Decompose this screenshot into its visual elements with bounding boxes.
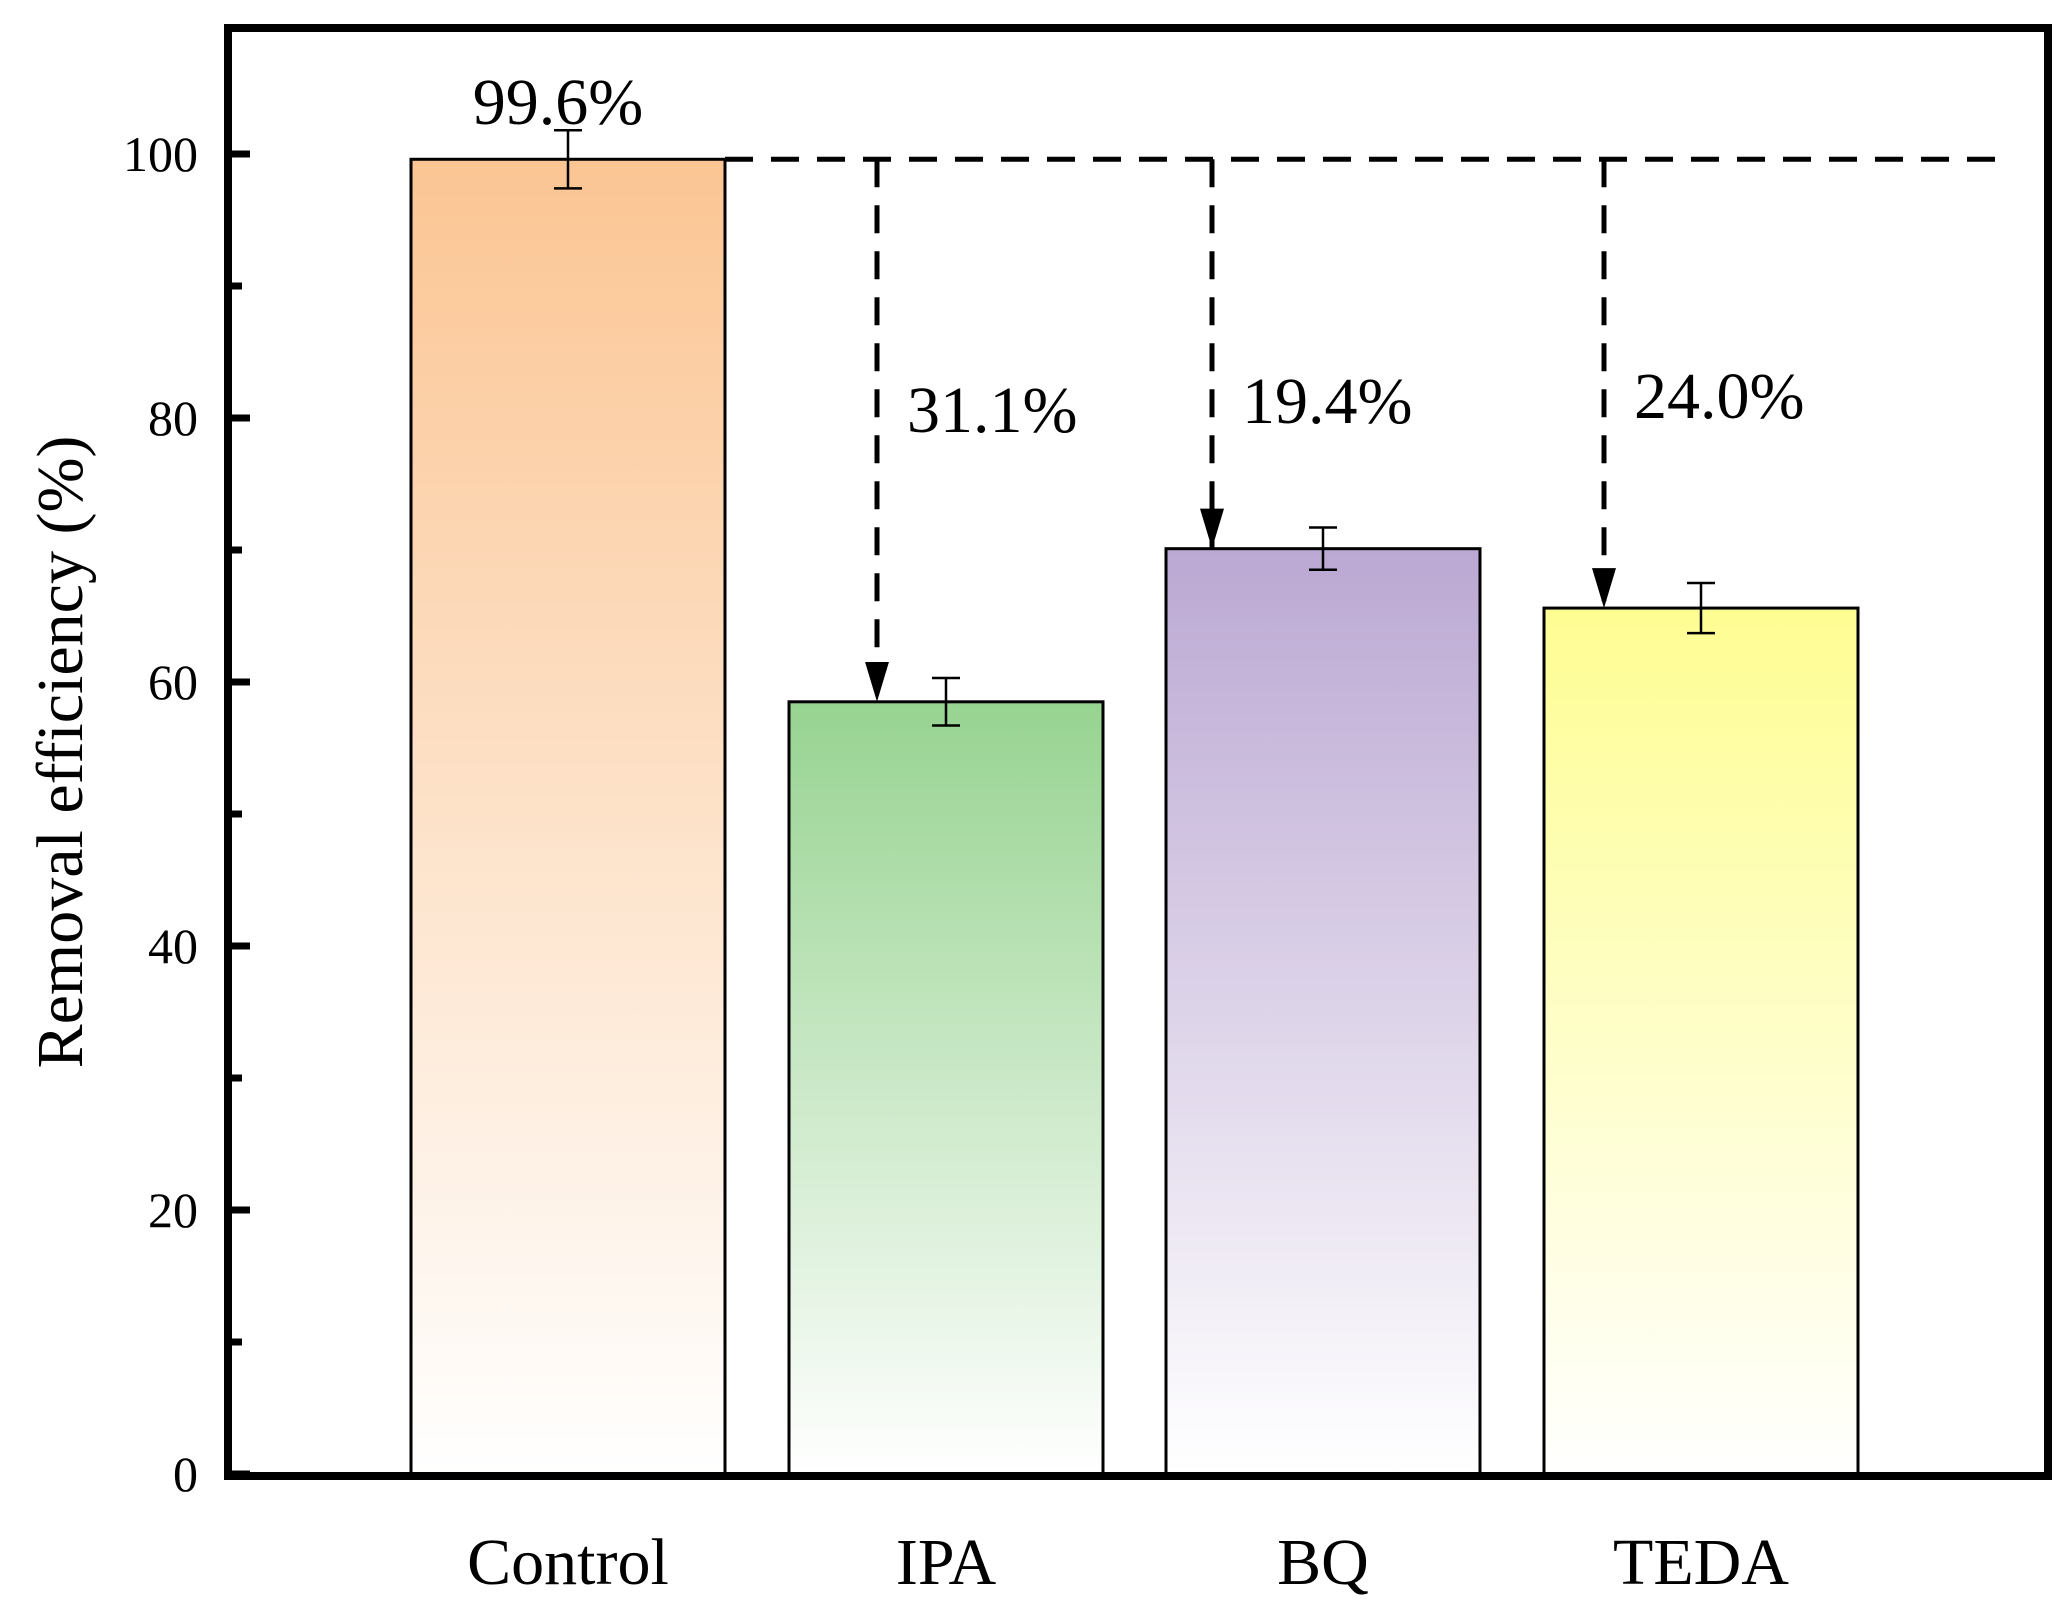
x-tick-label-bq: BQ: [1277, 1526, 1369, 1599]
y-tick-label-100: 100: [123, 126, 198, 182]
error-bars-layer: [554, 128, 1715, 727]
bar-teda: [1542, 606, 1860, 1476]
y-axis-title: Removal efficiency (%): [24, 436, 97, 1069]
bars-layer: [409, 157, 1860, 1476]
y-tick-label-0: 0: [173, 1446, 198, 1502]
y-axis-ticks: 0 20 40 60 80 100: [123, 126, 250, 1502]
bar-control: [409, 157, 727, 1476]
bar-bq: [1164, 547, 1482, 1476]
labels-layer: Control IPA BQ TEDA 31.1% 19.4% 24.0% 99.6%: [467, 66, 1804, 1599]
x-tick-label-ipa: IPA: [896, 1526, 997, 1599]
annotation-teda: 24.0%: [1634, 360, 1804, 433]
annotation-ipa: 31.1%: [907, 374, 1077, 447]
y-tick-label-40: 40: [148, 918, 198, 974]
y-tick-label-20: 20: [148, 1182, 198, 1238]
x-tick-label-control: Control: [467, 1526, 669, 1599]
y-tick-label-80: 80: [148, 390, 198, 446]
reference-lines-layer: [725, 156, 2000, 702]
error-bar-ipa: [932, 676, 960, 727]
y-tick-label-60: 60: [148, 654, 198, 710]
error-bar-bq: [1309, 526, 1337, 572]
x-tick-label-teda: TEDA: [1613, 1526, 1789, 1599]
control-value-label: 99.6%: [473, 66, 643, 139]
error-bar-teda: [1687, 581, 1715, 635]
plot-frame: [224, 24, 2052, 1480]
bar-ipa: [787, 700, 1105, 1476]
annotation-bq: 19.4%: [1242, 365, 1412, 438]
error-bar-control: [554, 128, 582, 190]
